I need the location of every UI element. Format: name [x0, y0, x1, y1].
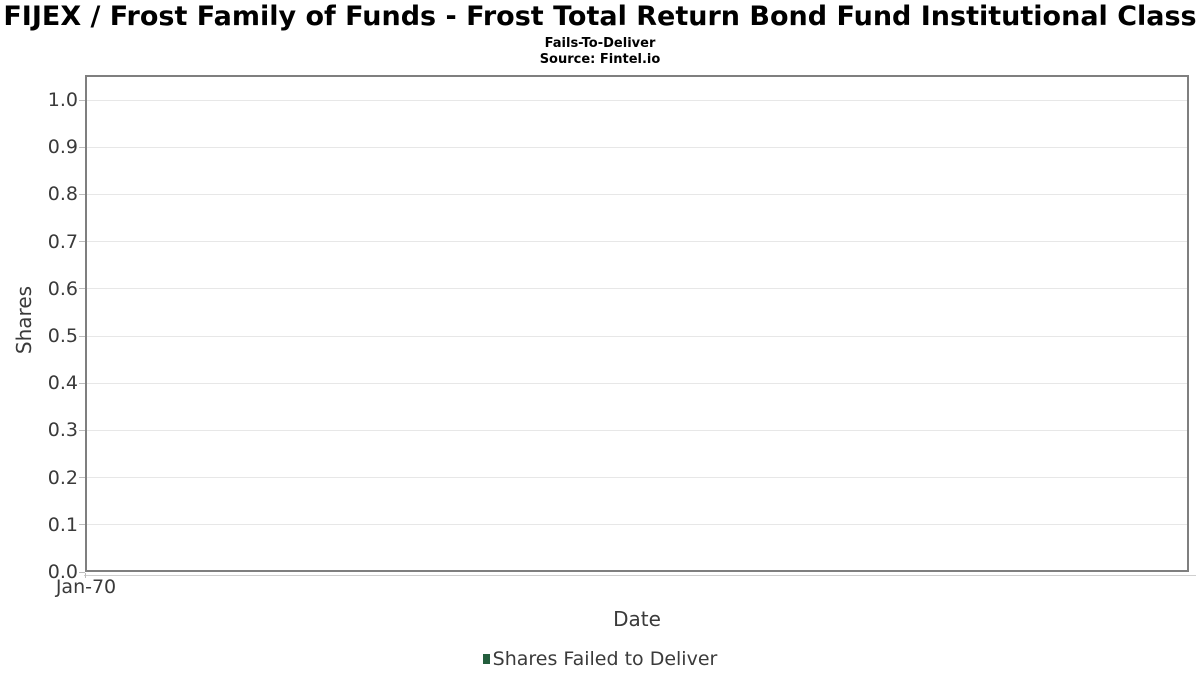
- y-tick-mark: [79, 382, 85, 384]
- legend: Shares Failed to Deliver: [0, 648, 1200, 670]
- gridline: [87, 477, 1187, 479]
- legend-label: Shares Failed to Deliver: [492, 648, 718, 670]
- y-tick-mark: [79, 288, 85, 290]
- y-tick-mark: [79, 524, 85, 526]
- gridline: [87, 99, 1187, 101]
- gridline: [87, 288, 1187, 290]
- y-tick-mark: [79, 335, 85, 337]
- legend-item-shares-failed-to-deliver[interactable]: Shares Failed to Deliver: [482, 648, 718, 670]
- y-tick-label: 1.0: [47, 89, 78, 111]
- gridline: [87, 429, 1187, 431]
- x-axis-line: [84, 575, 1196, 576]
- y-tick-label: 0.4: [47, 372, 78, 395]
- x-tick-mark: [85, 573, 86, 578]
- y-tick-label: 0.8: [47, 183, 78, 206]
- y-tick-label: 0.9: [47, 136, 78, 159]
- y-tick-label: 0.6: [47, 277, 78, 300]
- y-tick-label: 0.7: [47, 230, 78, 253]
- gridline: [87, 524, 1187, 526]
- y-tick-label: 0.5: [47, 325, 78, 347]
- gridline: [87, 193, 1187, 195]
- gridline: [87, 335, 1187, 337]
- y-tick-label: 0.0: [47, 561, 78, 583]
- y-tick-mark: [79, 477, 85, 479]
- gridline: [87, 241, 1187, 243]
- y-tick-mark: [79, 146, 85, 148]
- plot-area: [85, 75, 1189, 572]
- legend-marker-icon: [482, 654, 490, 664]
- chart-title: FIJEX / Frost Family of Funds - Frost To…: [3, 1, 1197, 32]
- y-tick-mark: [79, 241, 85, 243]
- y-tick-label: 0.2: [47, 466, 78, 489]
- y-tick-mark: [79, 429, 85, 431]
- x-tick-label: Jan-70: [55, 576, 117, 598]
- y-tick-mark: [79, 571, 85, 573]
- y-tick-label: 0.3: [47, 419, 78, 442]
- gridline: [87, 382, 1187, 384]
- x-axis-label: Date: [613, 607, 661, 631]
- chart-source: Source: Fintel.io: [539, 52, 661, 67]
- gridline: [87, 146, 1187, 148]
- y-tick-mark: [79, 193, 85, 195]
- y-tick-label: 0.1: [47, 513, 78, 536]
- chart-subtitle: Fails-To-Deliver: [544, 36, 656, 51]
- y-axis-label: Shares: [12, 285, 36, 355]
- y-tick-mark: [79, 99, 85, 101]
